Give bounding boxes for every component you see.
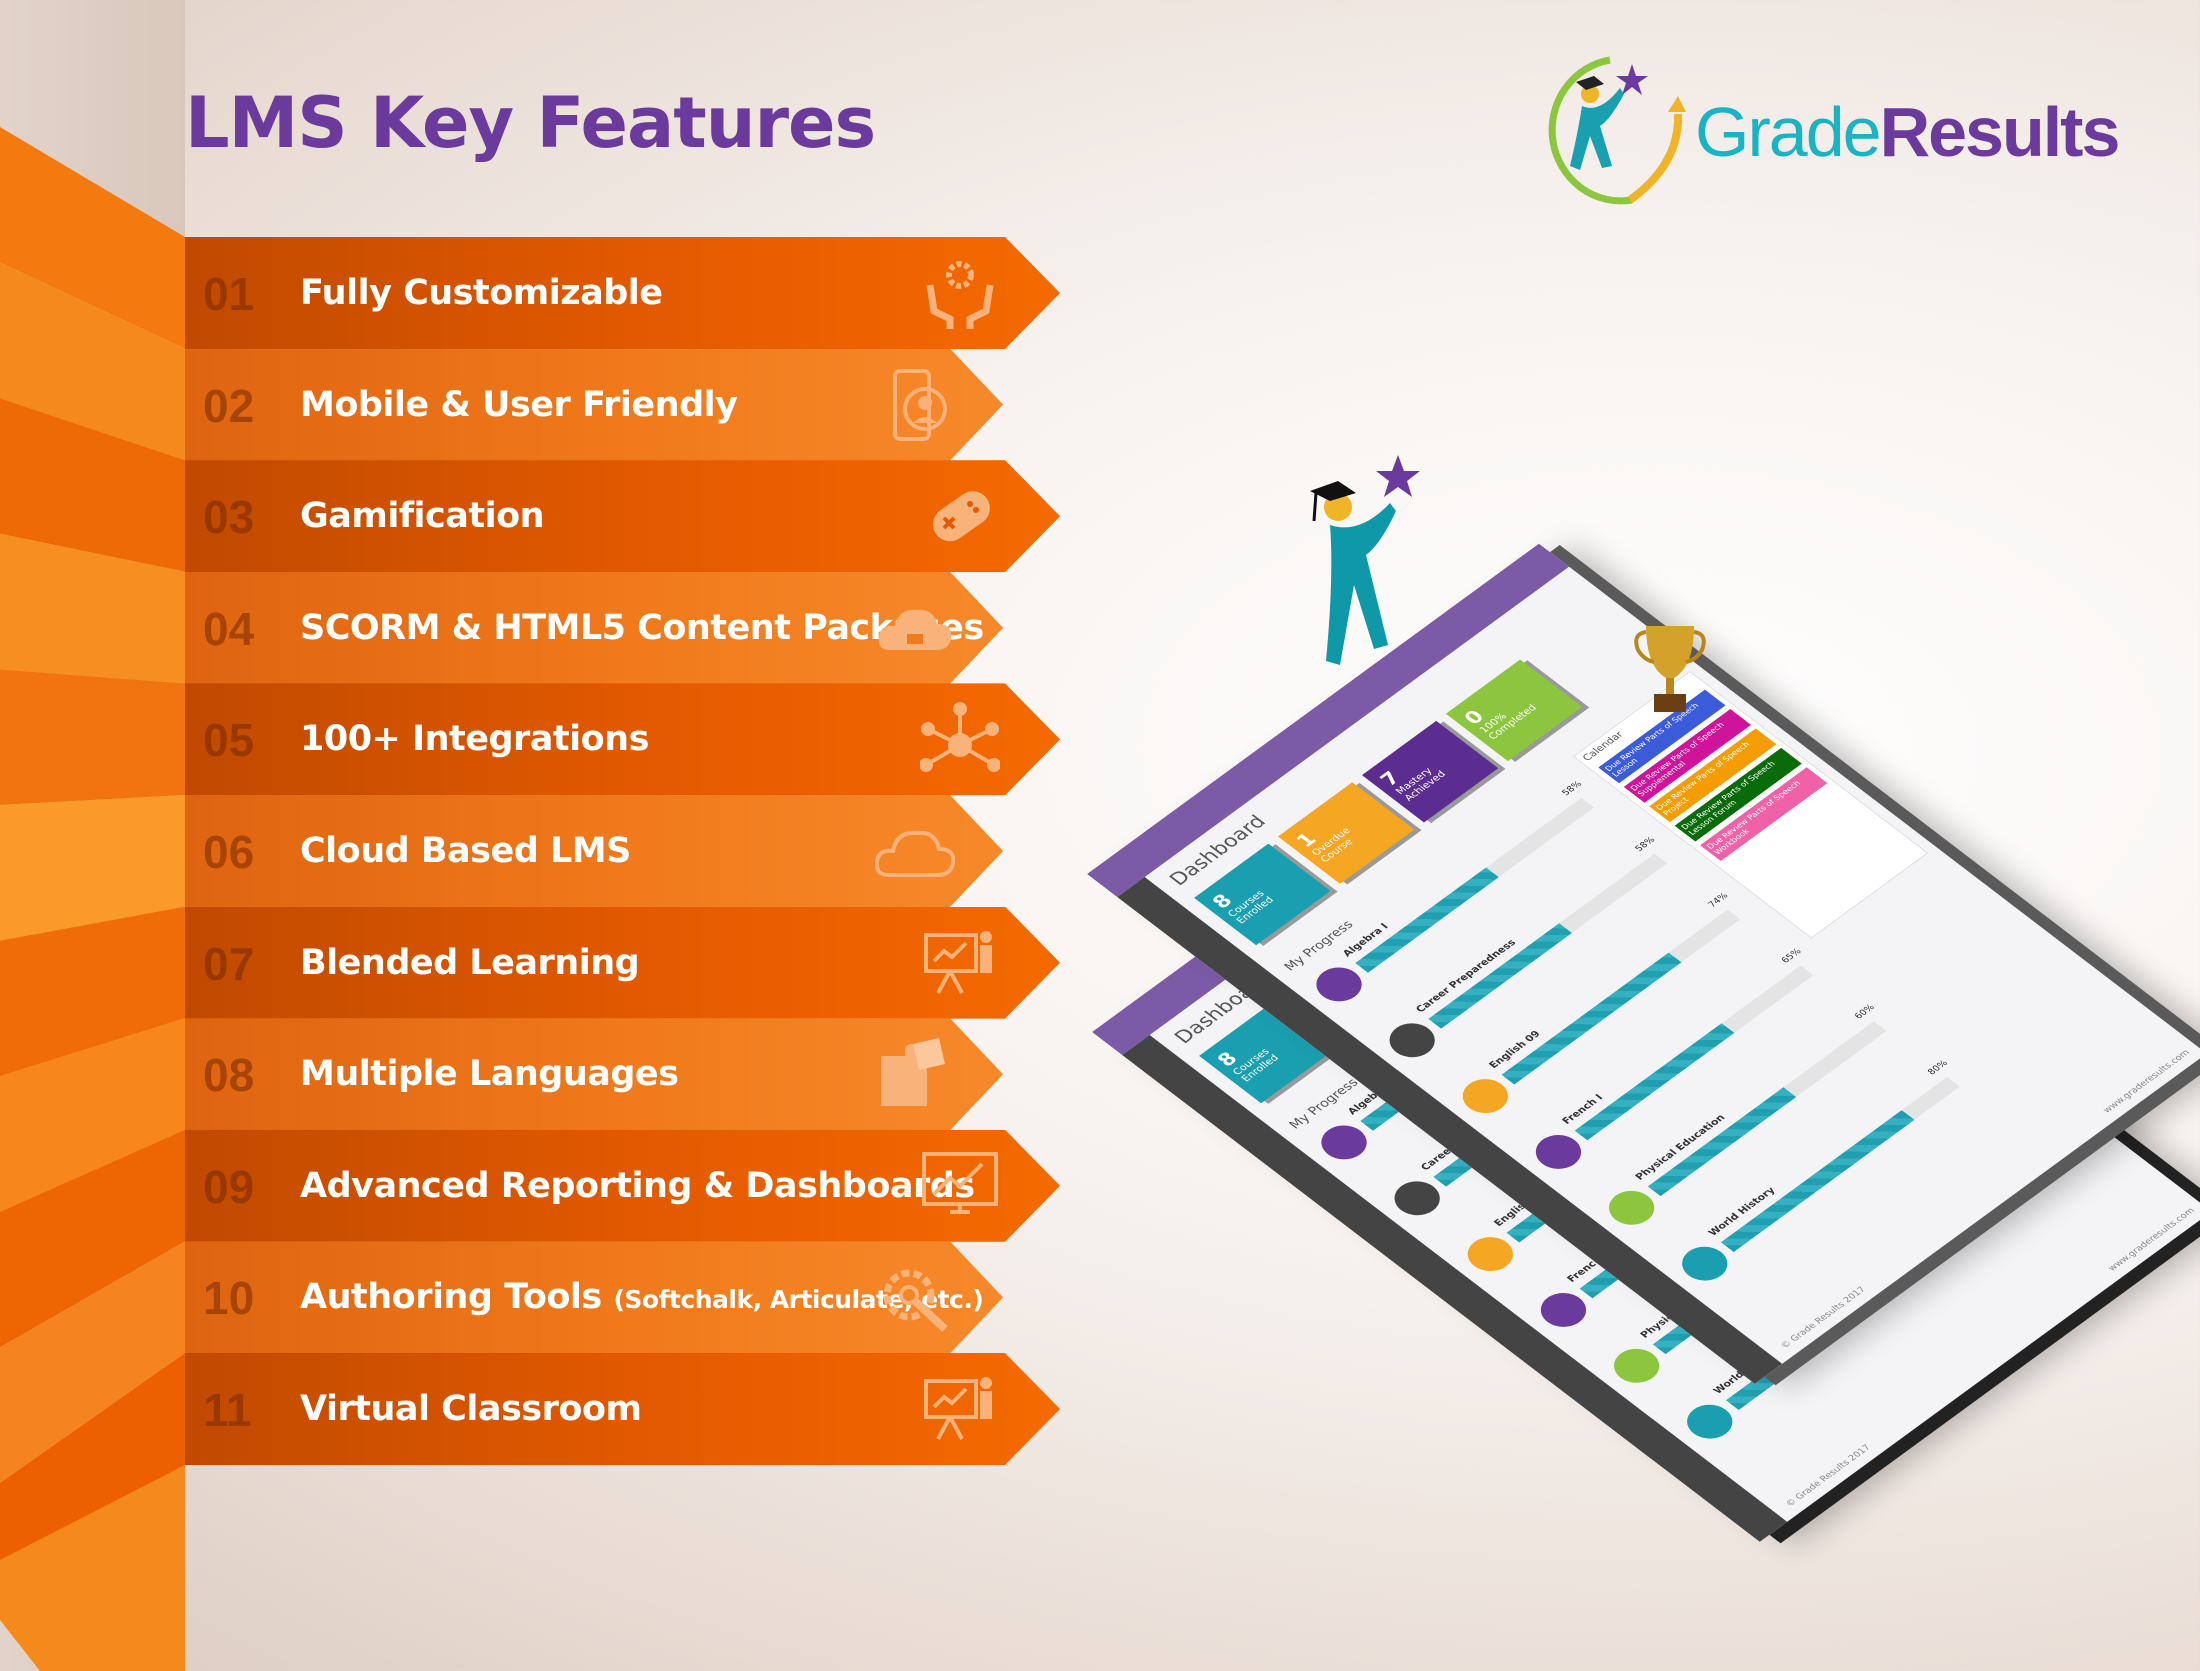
hands-gear-icon [926, 261, 994, 329]
mobile-user-icon [893, 368, 947, 441]
gear-wrench-icon [883, 1269, 948, 1333]
feature-label-text: Advanced Reporting & Dashboards [300, 1165, 975, 1206]
feature-number: 01 [203, 268, 255, 320]
feature-row-10: 10 Authoring Tools (Softchalk, Articulat… [185, 1241, 1003, 1354]
feature-label-text: Gamification [300, 496, 545, 537]
feature-label: Virtual Classroom [300, 1389, 642, 1429]
fan-strip [0, 1465, 185, 1671]
progress-percent: 80% [1926, 1059, 1951, 1077]
feature-number: 09 [203, 1160, 255, 1213]
feature-number: 11 [203, 1384, 252, 1436]
fan-strip [0, 669, 185, 805]
fan-strip [0, 533, 185, 684]
cloud-package-icon [878, 609, 952, 650]
feature-row-08: 08 Multiple Languages [185, 1018, 1003, 1131]
feature-number: 07 [203, 937, 255, 990]
logo-text-results: Results [1879, 93, 2121, 171]
feature-label-text: Cloud Based LMS [300, 831, 631, 871]
chart-monitor-icon [922, 1151, 998, 1214]
fan-strip [0, 398, 185, 572]
feature-number: 08 [203, 1049, 255, 1102]
fan-strip [0, 906, 185, 1077]
feature-label: Cloud Based LMS [300, 831, 631, 871]
feature-row-02: 02 Mobile & User Friendly [185, 348, 1003, 461]
fan-strip [0, 1129, 185, 1348]
feature-label: SCORM & HTML5 Content Packages [300, 608, 984, 648]
progress-percent: 58% [1633, 835, 1658, 854]
feature-label-text: Virtual Classroom [300, 1389, 642, 1429]
feature-number: 02 [203, 379, 255, 432]
feature-label-text: Fully Customizable [300, 273, 663, 313]
feature-label: Mobile & User Friendly [300, 384, 738, 425]
progress-fill [1428, 923, 1573, 1029]
feature-label-text: Authoring Tools [300, 1277, 602, 1318]
cloud-icon [875, 830, 955, 877]
logo-emblem-icon [1548, 56, 1686, 205]
fan-strip [0, 262, 185, 461]
dashboard-url: www.graderesults.com [2101, 1048, 2193, 1116]
fan-strip [0, 1018, 185, 1212]
feature-number: 06 [203, 826, 255, 878]
feature-row-11: 11 Virtual Classroom [185, 1353, 1060, 1465]
feature-label-text: Mobile & User Friendly [300, 384, 738, 425]
page-title: LMS Key Features [185, 82, 876, 164]
fan-strip [0, 1241, 185, 1483]
feature-label: Advanced Reporting & Dashboards [300, 1166, 975, 1206]
feature-label-text: Blended Learning [300, 942, 640, 983]
trophy-icon [1634, 626, 1706, 712]
decorative-fan [0, 127, 185, 1671]
progress-percent: 65% [1779, 947, 1804, 966]
feature-number: 04 [203, 602, 255, 655]
progress-fill [1355, 867, 1500, 973]
gamepad-icon [932, 491, 990, 542]
feature-number: 05 [203, 714, 255, 767]
logo-text-grade: Grade [1695, 93, 1882, 171]
feature-row-03: 03 Gamification [185, 460, 1060, 573]
progress-percent: 58% [1560, 779, 1585, 798]
presentation-icon [924, 930, 992, 994]
graderesults-logo: GradeResults [1540, 54, 2130, 206]
feature-label: Gamification [300, 496, 545, 537]
feature-row-01: 01 Fully Customizable [185, 237, 1060, 349]
feature-label-text: Multiple Languages [300, 1054, 679, 1095]
network-icon [920, 702, 1000, 773]
fan-strip [0, 795, 185, 941]
feature-label: Multiple Languages [300, 1054, 679, 1094]
feature-row-04: 04 SCORM & HTML5 Content Packages [185, 571, 1003, 684]
feature-row-05: 05 100+ Integrations [185, 683, 1060, 796]
feature-label: 100+ Integrations [300, 719, 649, 759]
feature-label-text: SCORM & HTML5 Content Packages [300, 607, 984, 648]
puzzle-icon [881, 1038, 945, 1107]
dashboard-footer: © Grade Results 2017 [1784, 1443, 1874, 1509]
progress-percent: 60% [1853, 1003, 1878, 1022]
feature-label: Blended Learning [300, 942, 640, 983]
feature-number: 10 [203, 1272, 255, 1325]
student-figure-icon [1310, 455, 1420, 665]
presentation-icon [924, 1377, 992, 1440]
feature-label: Fully Customizable [300, 273, 663, 313]
feature-row-07: 07 Blended Learning [185, 906, 1060, 1019]
progress-percent: 74% [1706, 891, 1731, 910]
fan-strip [0, 127, 185, 349]
feature-row-09: 09 Advanced Reporting & Dashboards [185, 1129, 1060, 1242]
feature-label: Authoring Tools (Softchalk, Articulate, … [300, 1277, 984, 1318]
dashboard-url: www.graderesults.com [2106, 1206, 2198, 1274]
feature-label-text: 100+ Integrations [300, 719, 649, 760]
feature-row-06: 06 Cloud Based LMS [185, 795, 1003, 907]
feature-number: 03 [203, 491, 255, 544]
